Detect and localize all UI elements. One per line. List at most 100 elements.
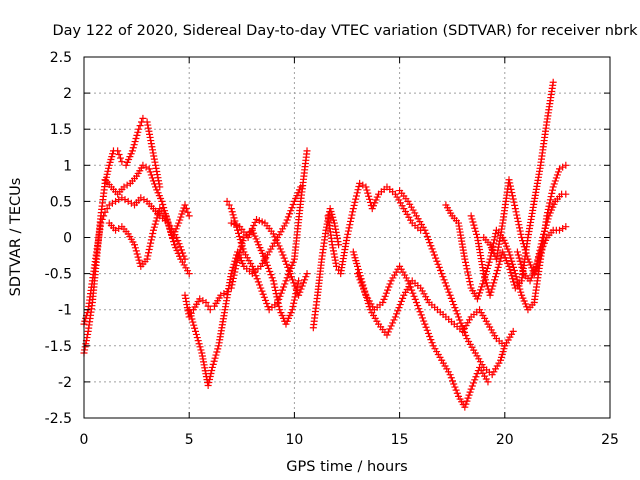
data-point [468, 382, 476, 390]
data-point [517, 260, 525, 268]
data-point [145, 165, 153, 173]
data-point [231, 217, 239, 225]
data-point [386, 325, 394, 333]
data-point [131, 244, 139, 252]
data-point [225, 201, 233, 209]
data-point [259, 290, 267, 298]
series-s12 [354, 262, 492, 411]
data-point [145, 246, 153, 254]
data-point [484, 378, 492, 386]
data-point [551, 177, 559, 185]
data-point [356, 179, 364, 187]
series-s17 [513, 190, 570, 285]
data-point [214, 345, 222, 353]
data-point [104, 167, 112, 175]
data-point [518, 263, 526, 271]
data-point [287, 273, 295, 281]
axis-ticks: -2.5 -2 -1.5 -1 -0.5 0 0.5 1 1.5 2 2.5 0 5 10 15 20 25 [45, 50, 619, 448]
data-point [148, 143, 156, 151]
data-point [275, 295, 283, 303]
data-point [456, 316, 464, 324]
data-point [220, 289, 228, 297]
data-point [510, 198, 518, 206]
data-point [471, 376, 479, 384]
data-point [516, 227, 524, 235]
data-point [290, 296, 298, 304]
data-point [355, 273, 363, 281]
data-point [151, 220, 159, 228]
data-point [458, 322, 466, 330]
data-point [281, 280, 289, 288]
data-point [509, 275, 517, 283]
data-point [490, 239, 498, 247]
data-point [462, 331, 470, 339]
data-point [477, 286, 485, 294]
data-point [197, 346, 205, 354]
data-point [429, 248, 437, 256]
data-point [150, 223, 158, 231]
data-point [135, 256, 143, 264]
data-point [489, 282, 497, 290]
data-point [482, 276, 490, 284]
data-point [462, 258, 470, 266]
y-tick-label: 2 [63, 86, 72, 102]
data-point [427, 336, 435, 344]
series-s6 [185, 183, 305, 390]
data-point [285, 267, 293, 275]
data-point [303, 270, 311, 278]
data-point [501, 342, 509, 350]
data-point [177, 246, 185, 254]
data-point [275, 242, 283, 250]
y-tick-label: 0.5 [50, 194, 72, 210]
data-point [149, 177, 157, 185]
data-point [471, 224, 479, 232]
data-point [208, 366, 216, 374]
data-point [464, 394, 472, 402]
data-point [516, 224, 524, 232]
y-tick-label: 1.5 [50, 122, 72, 138]
data-point [345, 224, 353, 232]
y-tick-label: -2.5 [45, 411, 72, 427]
data-point [331, 253, 339, 261]
data-point [147, 239, 155, 247]
data-point [359, 181, 367, 189]
data-point [386, 280, 394, 288]
data-point [441, 279, 449, 287]
data-point [289, 302, 297, 310]
data-point [492, 270, 500, 278]
data-point [154, 211, 162, 219]
data-point [396, 301, 404, 309]
data-point [84, 330, 92, 338]
data-point [387, 322, 395, 330]
data-point [552, 174, 560, 182]
data-point [472, 227, 480, 235]
data-point [556, 226, 564, 234]
data-point [282, 219, 290, 227]
data-point [132, 247, 140, 255]
data-point [491, 273, 499, 281]
data-point [461, 328, 469, 336]
data-point [299, 279, 307, 287]
data-point [515, 254, 523, 262]
data-point [118, 158, 126, 166]
data-point [277, 289, 285, 297]
data-point [446, 371, 454, 379]
data-point [516, 257, 524, 265]
data-point [250, 221, 258, 229]
data-point [532, 262, 540, 270]
data-point [540, 227, 548, 235]
data-point [355, 183, 363, 191]
data-point [495, 260, 503, 268]
data-point [176, 216, 184, 224]
series-s13 [396, 187, 509, 379]
data-point [442, 282, 450, 290]
data-point [465, 391, 473, 399]
data-point [234, 229, 242, 237]
data-point [344, 230, 352, 238]
data-point [230, 214, 238, 222]
data-point [410, 292, 418, 300]
data-point [190, 321, 198, 329]
data-point [427, 242, 435, 250]
data-point [136, 259, 144, 267]
data-point [149, 146, 157, 154]
